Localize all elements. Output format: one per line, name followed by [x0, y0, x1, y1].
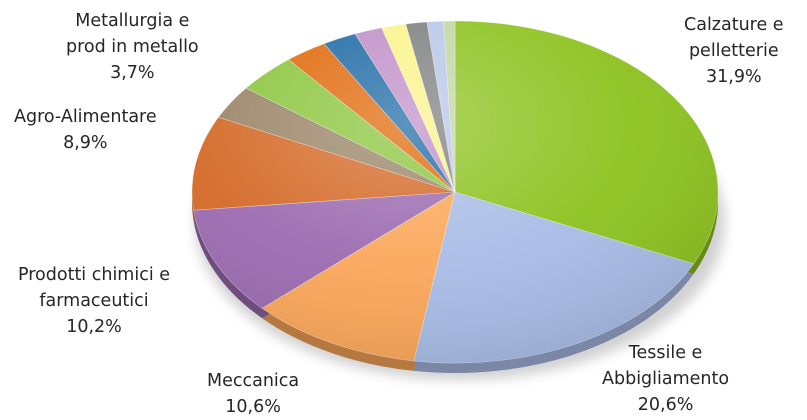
label-tessile-line2: Abbigliamento	[602, 369, 730, 389]
label-metallurgia: Metallurgia e prod in metallo 3,7%	[66, 8, 199, 86]
label-prodotti-chimici: Prodotti chimici e farmaceutici 10,2%	[18, 262, 170, 340]
label-calzature-line1: Calzature e	[684, 15, 784, 35]
label-calzature-line2: pelletterie	[688, 41, 779, 61]
label-calzature: Calzature e pelletterie 31,9%	[684, 12, 784, 90]
label-metallurgia-line2: prod in metallo	[66, 37, 199, 57]
label-meccanica-pct: 10,6%	[225, 397, 281, 417]
label-meccanica-line1: Meccanica	[207, 371, 300, 391]
label-prodotti-chimici-pct: 10,2%	[66, 317, 122, 337]
pie-slices	[191, 20, 719, 373]
label-metallurgia-pct: 3,7%	[110, 63, 155, 83]
label-tessile: Tessile e Abbigliamento 20,6%	[602, 340, 729, 418]
label-agro-alimentare-pct: 8,9%	[63, 133, 108, 153]
label-tessile-line1: Tessile e	[628, 343, 703, 363]
label-meccanica: Meccanica 10,6%	[207, 368, 299, 420]
label-tessile-pct: 20,6%	[637, 395, 694, 415]
label-agro-alimentare-line1: Agro-Alimentare	[14, 107, 157, 127]
label-prodotti-chimici-line2: farmaceutici	[39, 291, 149, 311]
label-metallurgia-line1: Metallurgia e	[75, 11, 190, 31]
label-calzature-pct: 31,9%	[705, 67, 762, 87]
label-prodotti-chimici-line1: Prodotti chimici e	[18, 265, 171, 285]
label-agro-alimentare: Agro-Alimentare 8,9%	[14, 104, 157, 156]
